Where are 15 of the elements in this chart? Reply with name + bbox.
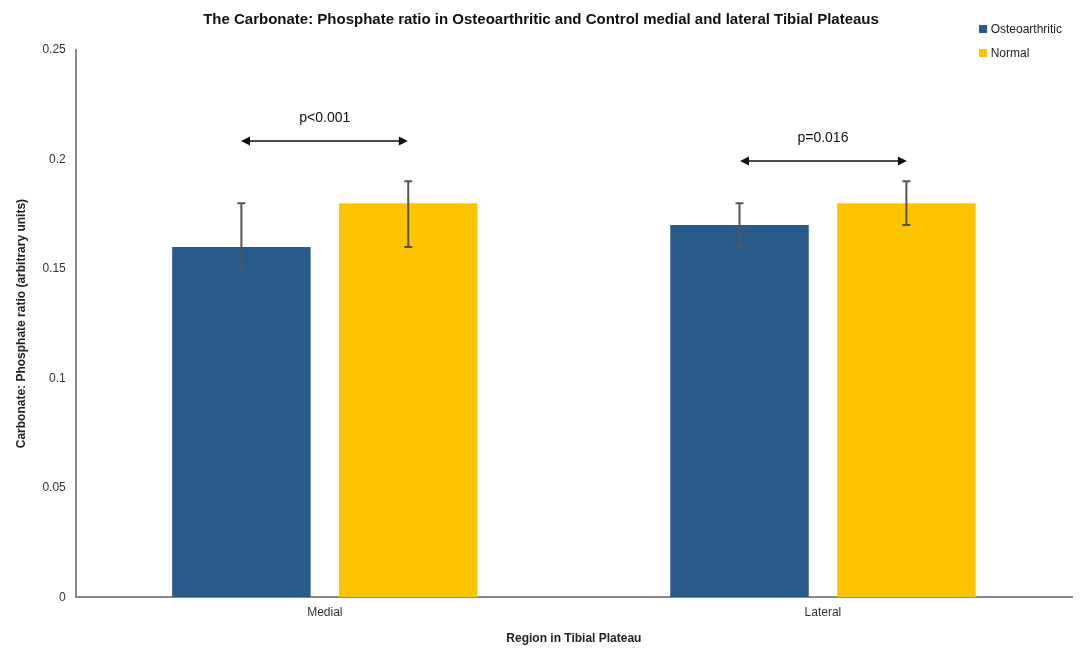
chart-title: The Carbonate: Phosphate ratio in Osteoarthritic and Control medial and lateral Tibial Plateaus [203, 10, 879, 27]
y-axis-title: Carbonate: Phosphate ratio (arbitrary units) [13, 198, 28, 449]
x-axis-title: Region in Tibial Plateau [506, 631, 642, 646]
annotation: p=0.016 [797, 129, 849, 146]
legend-label: Osteoarthritic [990, 22, 1062, 36]
y-tick-label: 0.1 [49, 370, 67, 385]
y-tick-label: 0.05 [42, 480, 67, 495]
y-tick-label: 0.25 [42, 42, 67, 57]
y-tick-label: 0 [59, 589, 67, 604]
y-tick-label: 0.2 [49, 151, 67, 166]
x-tick-label: Lateral [804, 604, 842, 619]
legend-label: Normal [990, 46, 1030, 60]
annotation: p<0.001 [299, 109, 351, 126]
y-tick-label: 0.15 [42, 261, 67, 276]
x-tick-label: Medial [307, 604, 343, 619]
